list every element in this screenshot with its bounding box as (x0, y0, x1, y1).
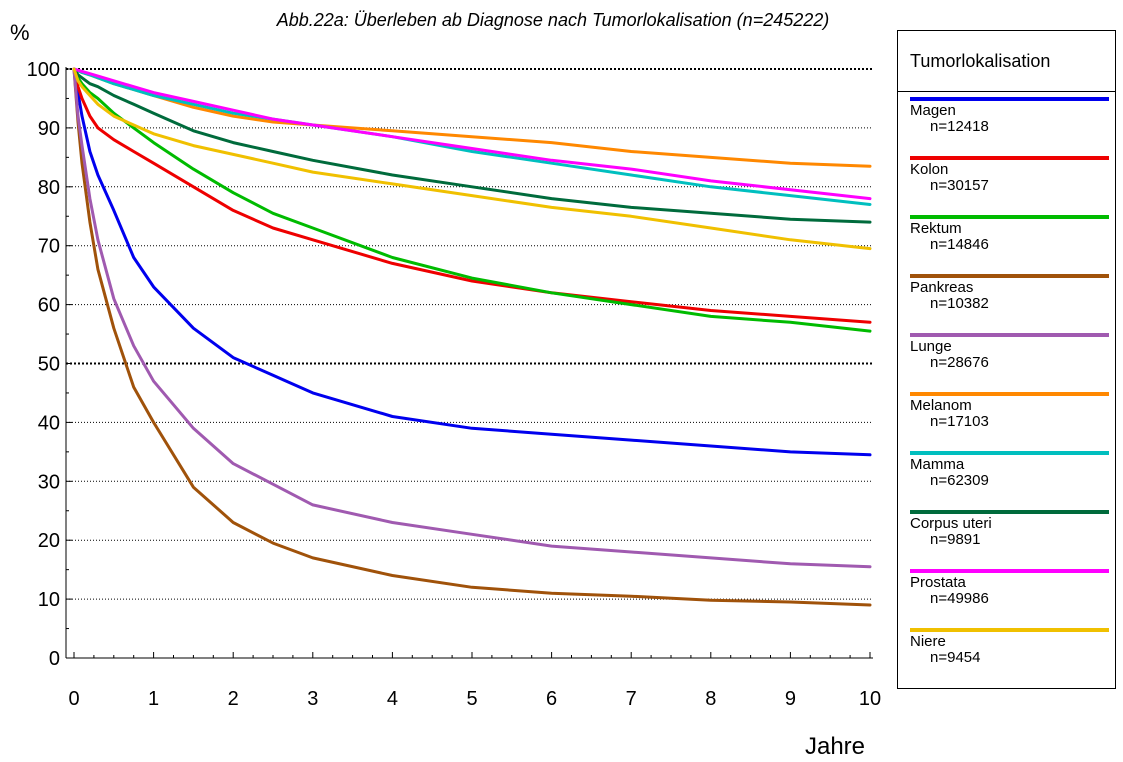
legend-entry-lunge: Lunge n=28676 (898, 328, 1115, 387)
legend-swatch (910, 569, 1109, 573)
y-tick-label: 10 (38, 589, 60, 611)
legend-count: n=9454 (930, 649, 981, 666)
legend-label: Pankreas (910, 279, 974, 296)
legend-entry-rektum: Rektum n=14846 (898, 210, 1115, 269)
legend-label: Melanom (910, 397, 972, 414)
y-tick-label: 0 (49, 648, 60, 670)
x-tick-label: 3 (307, 688, 318, 710)
legend: Tumorlokalisation Magen n=12418 Kolon n=301… (897, 30, 1116, 689)
x-tick-label: 8 (705, 688, 716, 710)
legend-entry-niere: Niere n=9454 (898, 623, 1115, 682)
x-tick-label: 2 (228, 688, 239, 710)
y-tick-label: 20 (38, 530, 60, 552)
series-line-lunge (72, 67, 872, 569)
legend-count: n=14846 (930, 236, 989, 253)
legend-swatch (910, 215, 1109, 219)
y-axis-label: % (10, 20, 30, 45)
y-tick-label: 70 (38, 236, 60, 258)
legend-count: n=17103 (930, 413, 989, 430)
series-line-pankreas (72, 67, 872, 607)
legend-count: n=10382 (930, 295, 989, 312)
legend-entry-mamma: Mamma n=62309 (898, 446, 1115, 505)
x-tick-label: 5 (466, 688, 477, 710)
x-tick-label: 1 (148, 688, 159, 710)
legend-swatch (910, 333, 1109, 337)
x-tick-label: 6 (546, 688, 557, 710)
axes (65, 67, 873, 659)
series-line-magen (72, 67, 872, 457)
legend-swatch (910, 274, 1109, 278)
y-tick-label: 40 (38, 412, 60, 434)
ticks: 0 10 20 30 40 50 60 70 80 90 100 0 1 2 3 4 5 6 7 8 9 10 (27, 59, 882, 710)
legend-label: Magen (910, 102, 956, 119)
legend-count: n=28676 (930, 354, 989, 371)
legend-swatch (910, 451, 1109, 455)
legend-label: Rektum (910, 220, 962, 237)
series-line-corpus-uteri (72, 67, 872, 224)
x-tick-label: 0 (68, 688, 79, 710)
legend-count: n=49986 (930, 590, 989, 607)
legend-count: n=30157 (930, 177, 989, 194)
legend-entry-corpus-uteri: Corpus uteri n=9891 (898, 505, 1115, 564)
legend-entry-melanom: Melanom n=17103 (898, 387, 1115, 446)
legend-count: n=62309 (930, 472, 989, 489)
legend-entries: Magen n=12418 Kolon n=30157 Rektum n=14846 Pan… (898, 92, 1115, 682)
legend-label: Kolon (910, 161, 949, 178)
y-tick-label: 50 (38, 354, 60, 376)
legend-swatch (910, 628, 1109, 632)
legend-entry-prostata: Prostata n=49986 (898, 564, 1115, 623)
legend-title: Tumorlokalisation (898, 31, 1115, 92)
series-line-niere (72, 67, 872, 251)
series-line-kolon (72, 67, 872, 324)
legend-count: n=9891 (930, 531, 981, 548)
legend-label: Corpus uteri (910, 515, 992, 532)
legend-label: Prostata (910, 574, 966, 591)
series-line-rektum (72, 67, 872, 333)
legend-label: Lunge (910, 338, 952, 355)
x-tick-label: 4 (387, 688, 398, 710)
legend-count: n=12418 (930, 118, 989, 135)
gridlines (66, 68, 873, 600)
legend-entry-kolon: Kolon n=30157 (898, 151, 1115, 210)
x-tick-label: 10 (859, 688, 881, 710)
legend-swatch (910, 156, 1109, 160)
y-tick-label: 60 (38, 295, 60, 317)
legend-entry-pankreas: Pankreas n=10382 (898, 269, 1115, 328)
chart-title: Abb.22a: Überleben ab Diagnose nach Tumo… (276, 10, 830, 30)
y-tick-label: 90 (38, 118, 60, 140)
x-axis-label: Jahre (805, 733, 865, 760)
series-lines (72, 67, 872, 607)
y-tick-label: 100 (27, 59, 60, 81)
legend-label: Mamma (910, 456, 965, 473)
legend-entry-magen: Magen n=12418 (898, 92, 1115, 151)
legend-swatch (910, 392, 1109, 396)
x-tick-label: 9 (785, 688, 796, 710)
legend-swatch (910, 510, 1109, 514)
legend-label: Niere (910, 633, 946, 650)
y-tick-label: 30 (38, 471, 60, 493)
x-tick-label: 7 (626, 688, 637, 710)
series-line-prostata (72, 67, 872, 201)
y-tick-label: 80 (38, 177, 60, 199)
legend-swatch (910, 97, 1109, 101)
